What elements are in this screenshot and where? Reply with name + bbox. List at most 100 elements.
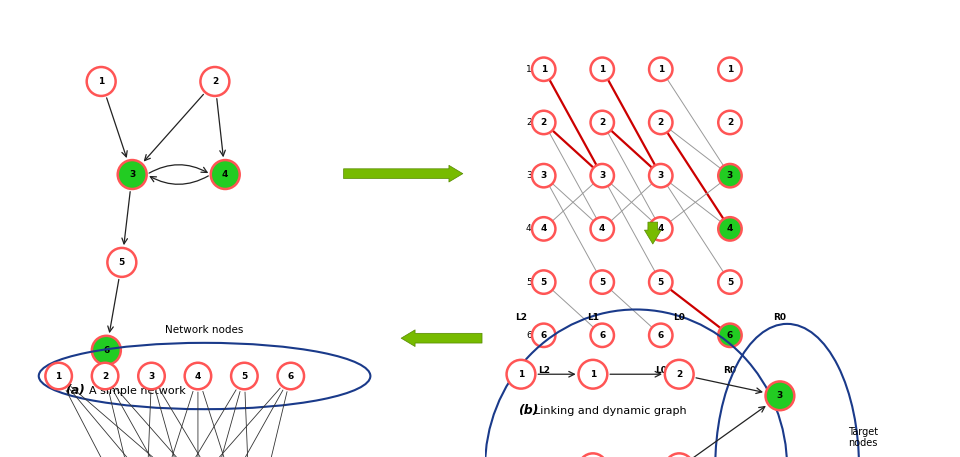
Text: 1: 1 — [526, 65, 532, 74]
Circle shape — [184, 363, 211, 389]
Text: L0: L0 — [655, 366, 666, 375]
Text: A simple network: A simple network — [88, 386, 185, 396]
Text: 6: 6 — [658, 331, 664, 340]
Text: 1: 1 — [56, 372, 61, 381]
Text: L1: L1 — [596, 366, 609, 375]
Circle shape — [532, 217, 556, 240]
Circle shape — [92, 336, 121, 365]
Text: 1: 1 — [727, 65, 733, 74]
Text: Target
nodes: Target nodes — [849, 426, 878, 448]
Circle shape — [532, 271, 556, 294]
Text: 6: 6 — [526, 331, 532, 340]
Text: 5: 5 — [727, 277, 733, 287]
Text: 3: 3 — [149, 372, 155, 381]
Circle shape — [507, 360, 536, 388]
Text: 6: 6 — [104, 346, 109, 355]
Text: 2: 2 — [658, 118, 664, 127]
Text: L1: L1 — [587, 314, 599, 322]
Text: (b): (b) — [518, 404, 539, 417]
Text: 6: 6 — [727, 331, 733, 340]
Text: 4: 4 — [540, 224, 547, 234]
Circle shape — [138, 363, 165, 389]
Text: 5: 5 — [599, 277, 606, 287]
Circle shape — [579, 360, 608, 388]
Text: 1: 1 — [517, 370, 524, 379]
Circle shape — [718, 111, 742, 134]
Text: 3: 3 — [658, 171, 664, 180]
Text: Linking and dynamic graph: Linking and dynamic graph — [534, 406, 686, 416]
Circle shape — [718, 324, 742, 347]
Text: 2: 2 — [676, 370, 683, 379]
Circle shape — [532, 58, 556, 81]
Text: 2: 2 — [727, 118, 733, 127]
Text: 2: 2 — [102, 372, 108, 381]
Text: 5: 5 — [526, 277, 532, 287]
Circle shape — [718, 58, 742, 81]
Circle shape — [532, 164, 556, 187]
Text: 4: 4 — [195, 372, 202, 381]
Text: 4: 4 — [222, 170, 228, 179]
Text: 1: 1 — [540, 65, 547, 74]
Circle shape — [590, 58, 614, 81]
Circle shape — [590, 111, 614, 134]
Text: R0: R0 — [724, 366, 736, 375]
Text: 4: 4 — [526, 224, 532, 234]
Text: 4: 4 — [658, 224, 664, 234]
Circle shape — [108, 248, 136, 277]
Circle shape — [649, 324, 673, 347]
Text: 3: 3 — [599, 171, 606, 180]
Circle shape — [532, 111, 556, 134]
Text: 1: 1 — [658, 65, 664, 74]
Text: 1: 1 — [98, 77, 105, 86]
Text: 6: 6 — [599, 331, 606, 340]
Circle shape — [590, 217, 614, 240]
Circle shape — [665, 453, 694, 457]
Circle shape — [649, 217, 673, 240]
Circle shape — [649, 58, 673, 81]
Circle shape — [277, 363, 304, 389]
Text: 3: 3 — [727, 171, 733, 180]
Text: 4: 4 — [727, 224, 733, 234]
Circle shape — [579, 453, 608, 457]
Text: 2: 2 — [526, 118, 532, 127]
Text: 3: 3 — [777, 391, 783, 400]
Circle shape — [590, 271, 614, 294]
Text: L2: L2 — [538, 366, 550, 375]
Text: 5: 5 — [119, 258, 125, 267]
Text: 1: 1 — [589, 370, 596, 379]
Circle shape — [201, 67, 229, 96]
Circle shape — [718, 217, 742, 240]
Circle shape — [92, 363, 118, 389]
Text: L2: L2 — [515, 314, 527, 322]
Circle shape — [590, 164, 614, 187]
Text: 2: 2 — [540, 118, 547, 127]
Circle shape — [532, 324, 556, 347]
Text: 2: 2 — [599, 118, 606, 127]
Text: (a): (a) — [65, 384, 84, 397]
Circle shape — [590, 324, 614, 347]
Circle shape — [231, 363, 257, 389]
Circle shape — [718, 164, 742, 187]
Circle shape — [45, 363, 72, 389]
Text: R0: R0 — [774, 314, 786, 322]
Text: 3: 3 — [129, 170, 135, 179]
Text: 3: 3 — [526, 171, 532, 180]
Text: L0: L0 — [673, 314, 685, 322]
Circle shape — [665, 360, 694, 388]
Text: 3: 3 — [540, 171, 547, 180]
Text: 5: 5 — [540, 277, 547, 287]
Text: 5: 5 — [241, 372, 248, 381]
Circle shape — [649, 271, 673, 294]
Text: 4: 4 — [599, 224, 606, 234]
Circle shape — [118, 160, 147, 189]
Circle shape — [649, 111, 673, 134]
Circle shape — [765, 382, 794, 410]
Text: 1: 1 — [599, 65, 606, 74]
Circle shape — [649, 164, 673, 187]
Text: 5: 5 — [658, 277, 664, 287]
Text: 6: 6 — [288, 372, 294, 381]
Text: Network nodes: Network nodes — [165, 325, 244, 335]
Text: 2: 2 — [212, 77, 218, 86]
Circle shape — [86, 67, 115, 96]
Circle shape — [718, 271, 742, 294]
